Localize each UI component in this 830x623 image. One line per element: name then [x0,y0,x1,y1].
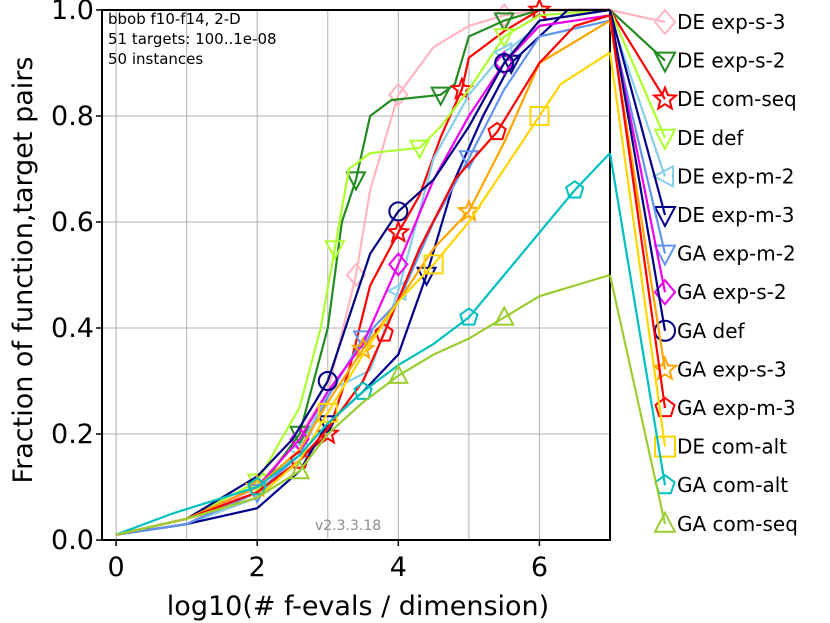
series-ga-exp-m-3 [115,14,611,536]
data-point [247,476,267,496]
legend-marker [653,206,677,229]
legend-connector [608,152,667,486]
series-line [115,19,611,536]
legend-connector [608,9,667,216]
data-point [324,240,346,261]
data-point [353,381,373,400]
legend-label: DE def [677,126,744,150]
data-point [317,415,339,436]
y-tick-label: 0.6 [51,207,94,238]
series-line [115,14,611,536]
series-de-com-seq [115,0,610,536]
series-lines [115,0,611,536]
legend-marker [653,8,677,36]
data-point [345,262,367,288]
y-tick-label: 0.0 [51,525,94,556]
series-line [115,8,611,536]
data-point [385,219,411,244]
legend-marker [654,435,676,458]
y-tick-label: 0.2 [51,419,94,450]
legend-label: DE exp-m-2 [677,164,795,188]
data-point [345,171,367,192]
legend-label: GA com-seq [677,512,798,536]
data-point [387,363,409,384]
annotation-box: bbob f10-f14, 2-D 51 targets: 100..1e-08… [108,10,277,68]
data-point [317,402,338,423]
legend-label: GA exp-s-2 [677,280,787,304]
annotation-line-3: 50 instances [108,50,203,68]
series-line [115,8,610,536]
data-point [529,106,550,126]
data-point [493,12,515,33]
annotation-line-2: 51 targets: 100..1e-08 [108,30,277,48]
data-point [493,50,515,76]
data-point [487,121,507,141]
data-point [388,201,409,222]
x-tick-label: 6 [531,552,548,583]
series-ga-def [115,8,611,536]
legend: DE exp-s-3 DE exp-s-2 DE com-seq DE def DE e… [608,8,798,536]
legend-marker [654,396,676,418]
data-point [430,86,452,107]
legend-connector [608,274,667,525]
legend-label: GA def [677,319,746,343]
y-axis-title: Fraction of function,target pairs [8,57,39,484]
annotation-line-1: bbob f10-f14, 2-D [108,10,241,28]
version-label: v2.3.3.18 [315,518,381,534]
legend-label: DE exp-s-2 [677,49,785,73]
data-point [423,254,444,275]
legend-label: GA exp-m-3 [677,396,796,420]
series-line [115,8,610,536]
legend-marker [651,164,674,189]
legend-marker [653,128,677,151]
series-de-com-alt [115,51,611,536]
x-axis-title: log10(# f-evals / dimension) [167,591,549,622]
y-tick-label: 1.0 [51,0,94,26]
series-ga-com-seq [115,273,611,536]
data-point [494,53,515,73]
legend-marker [651,84,679,111]
x-tick-label: 4 [390,552,407,583]
legend-label: DE exp-s-3 [677,10,785,34]
data-point [456,198,482,222]
data-point [564,179,585,199]
data-point [449,76,475,101]
data-point [388,252,409,277]
legend-label: GA exp-m-2 [677,242,796,266]
y-tick-label: 0.8 [51,101,94,132]
legend-label: GA com-alt [677,473,788,497]
legend-marker [653,51,677,74]
data-point [388,82,409,108]
y-tick-label: 0.4 [51,313,94,344]
legend-connector [608,9,667,331]
legend-marker [654,473,676,495]
legend-marker [653,244,677,267]
legend-connector [609,9,666,100]
data-point [374,323,394,342]
data-point [408,139,431,160]
data-point [352,330,374,351]
x-tick-label: 0 [108,552,125,583]
data-point [288,459,311,480]
legend-marker [653,510,677,533]
legend-label: DE com-seq [677,87,797,111]
legend-label: DE exp-m-3 [677,203,795,227]
legend-label: GA exp-s-3 [677,357,787,381]
legend-connector [608,15,667,409]
legend-connector [608,9,667,139]
legend-marker [651,355,679,381]
data-point [493,305,515,326]
legend-connector [608,52,667,447]
data-point [493,28,515,49]
legend-label: DE com-alt [677,435,787,459]
data-point [459,307,479,326]
data-point [317,371,338,391]
data-point [289,450,310,469]
series-de-exp-s-3 [115,2,610,536]
series-line [115,273,611,536]
x-tick-label: 2 [249,552,266,583]
axis-ticks: 0 2 4 6 0.0 0.2 0.4 0.6 0.8 1.0 [51,0,548,583]
data-point [493,2,515,28]
